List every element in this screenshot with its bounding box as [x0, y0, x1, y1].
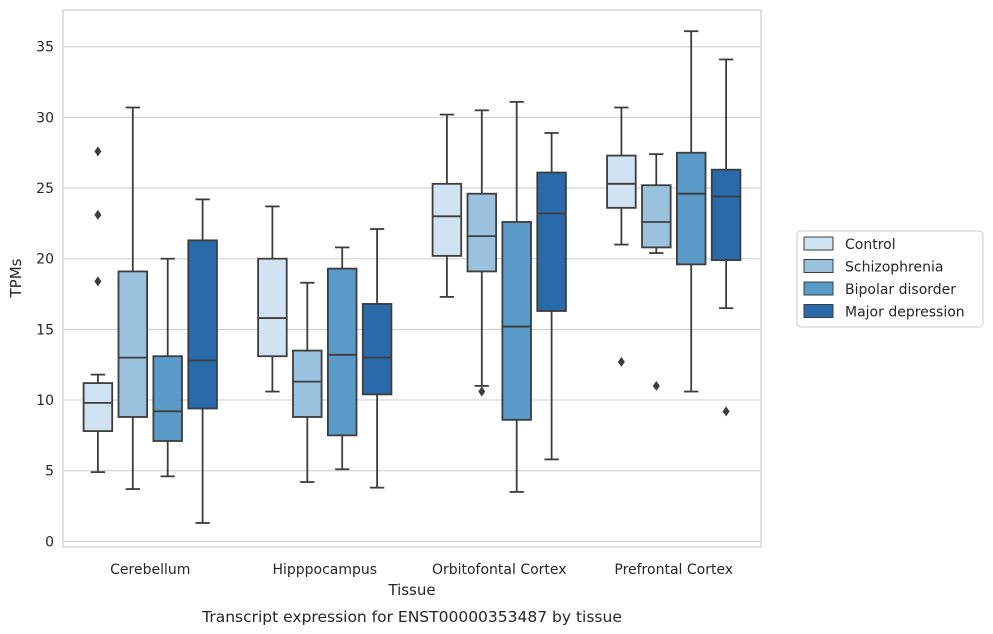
- box-schizophrenia: [466, 109, 498, 397]
- box-body: [82, 382, 114, 433]
- y-tick-label: 35: [36, 40, 54, 56]
- legend-label: Control: [845, 237, 896, 253]
- x-tick-label: Cerebellum: [110, 562, 190, 578]
- box-major-depression: [536, 132, 567, 461]
- box-body: [466, 192, 498, 273]
- legend-items: Control Schizophrenia Bipolar disorder Majo…: [803, 236, 965, 321]
- box-body: [606, 154, 637, 209]
- y-tick-label: 10: [36, 393, 54, 409]
- outlier-point: [652, 380, 660, 391]
- box-bipolar-disorder: [675, 30, 707, 393]
- box-body: [361, 303, 393, 396]
- x-tick-label: Orbitofontal Cortex: [432, 562, 567, 578]
- box-major-depression: [361, 228, 393, 489]
- y-tick-label: 5: [45, 464, 54, 480]
- box-schizophrenia: [117, 106, 149, 490]
- box-schizophrenia: [292, 281, 323, 483]
- box-bipolar-disorder: [152, 257, 183, 478]
- outlier-point: [94, 276, 102, 287]
- outlier-point: [722, 406, 730, 417]
- legend-frame: [796, 230, 984, 328]
- y-tick-label: 15: [36, 322, 54, 338]
- box-major-depression: [710, 58, 742, 417]
- box-body: [152, 355, 183, 442]
- outlier-point: [94, 146, 102, 157]
- box-body: [675, 151, 707, 266]
- box-schizophrenia: [641, 153, 672, 391]
- outlier-point: [94, 209, 102, 220]
- y-tick-label: 25: [36, 181, 54, 197]
- box-body: [536, 171, 567, 312]
- box-bipolar-disorder: [326, 246, 358, 471]
- y-tick-label: 30: [36, 110, 54, 126]
- x-tick-label: Hipppocampus: [272, 562, 377, 578]
- box-body: [326, 267, 358, 437]
- box-control: [82, 146, 114, 474]
- y-axis-label: TPMs: [7, 258, 25, 298]
- legend-swatch: [803, 259, 834, 273]
- box-control: [606, 106, 637, 367]
- box-body: [292, 349, 323, 418]
- legend-swatch: [803, 236, 834, 251]
- box-body: [431, 182, 463, 257]
- outlier-point: [617, 356, 625, 367]
- box-body: [257, 257, 288, 358]
- box-body: [710, 168, 742, 262]
- y-axis-ticks: 0 5 10 15 20 25 30 35: [36, 40, 54, 551]
- legend-swatch: [803, 304, 834, 318]
- x-tick-label: Prefrontal Cortex: [614, 562, 733, 578]
- box-body: [641, 184, 672, 249]
- legend-label: Major depression: [845, 305, 965, 321]
- box-body: [117, 270, 149, 418]
- chart-caption: Transcript expression for ENST0000035348…: [201, 608, 622, 626]
- box-plot-marks: [82, 30, 742, 524]
- x-axis-ticks: Cerebellum Hipppocampus Orbitofontal Corte…: [110, 562, 733, 578]
- legend-label: Schizophrenia: [845, 260, 943, 276]
- box-control: [431, 113, 463, 298]
- y-tick-label: 20: [36, 252, 54, 268]
- box-major-depression: [187, 198, 218, 524]
- legend: Control Schizophrenia Bipolar disorder Majo…: [796, 230, 984, 328]
- box-body: [187, 239, 218, 410]
- box-body: [501, 221, 532, 421]
- y-tick-label: 0: [45, 534, 54, 550]
- legend-label: Bipolar disorder: [845, 282, 956, 298]
- box-bipolar-disorder: [501, 100, 532, 493]
- outlier-point: [478, 386, 486, 397]
- x-axis-label: Tissue: [387, 581, 435, 599]
- box-control: [257, 205, 288, 393]
- legend-swatch: [803, 281, 834, 296]
- plot-frame: [62, 9, 762, 548]
